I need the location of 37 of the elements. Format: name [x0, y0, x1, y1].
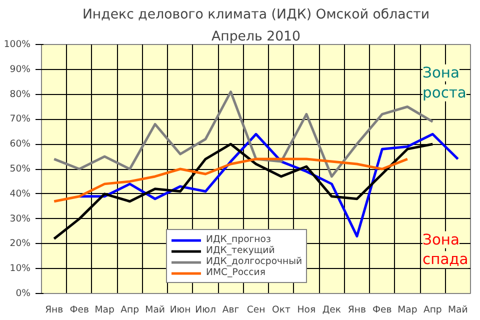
y-tick-label: 50% — [10, 164, 31, 174]
x-tick-label: Май — [448, 304, 468, 316]
y-tick-label: 0% — [16, 288, 31, 299]
x-tick-label: Дек — [322, 304, 342, 316]
y-tick-label: 20% — [10, 238, 31, 250]
y-tick-label: 100% — [4, 39, 31, 50]
chart-title: Индекс делового климата (ИДК) Омской области — [82, 8, 430, 22]
x-tick-label: Май — [145, 304, 165, 316]
x-tick-label: Янв — [348, 304, 366, 316]
x-tick-label: Фев — [70, 304, 89, 316]
y-tick-label: 80% — [10, 88, 31, 100]
y-tick-label: 30% — [10, 213, 31, 224]
x-tick-label: Июн — [170, 304, 191, 316]
y-tick-label: 10% — [10, 263, 31, 274]
x-tick-label: Ноя — [297, 304, 316, 316]
x-tick-label: Авг — [222, 304, 240, 316]
y-tick-label: 60% — [10, 138, 31, 150]
legend-label: ИМС_Россия — [206, 267, 266, 278]
y-tick-label: 90% — [10, 64, 31, 75]
x-tick-label: Сен — [246, 304, 266, 316]
x-tick-label: Мар — [398, 304, 418, 316]
x-tick-label: Фев — [372, 304, 392, 316]
annotation: Зона роста — [422, 64, 466, 102]
x-tick-label: Мар — [94, 304, 115, 316]
legend-label: ИДК_прогноз — [206, 234, 271, 245]
annotation: Зона спада — [422, 231, 468, 268]
chart-subtitle: Апрель 2010 — [211, 30, 301, 44]
line-series — [52, 158, 409, 203]
x-tick-label: Янв — [45, 304, 64, 316]
y-tick-label: 40% — [10, 188, 31, 200]
x-tick-label: Июл — [195, 304, 216, 316]
legend-label: ИДК_текущий — [206, 245, 275, 256]
y-tick-label: 70% — [10, 114, 31, 125]
legend-label: ИДК_долгосрочный — [206, 256, 302, 267]
x-tick-label: Апр — [423, 304, 442, 316]
x-tick-label: Апр — [120, 304, 140, 316]
x-tick-label: Окт — [272, 304, 292, 316]
